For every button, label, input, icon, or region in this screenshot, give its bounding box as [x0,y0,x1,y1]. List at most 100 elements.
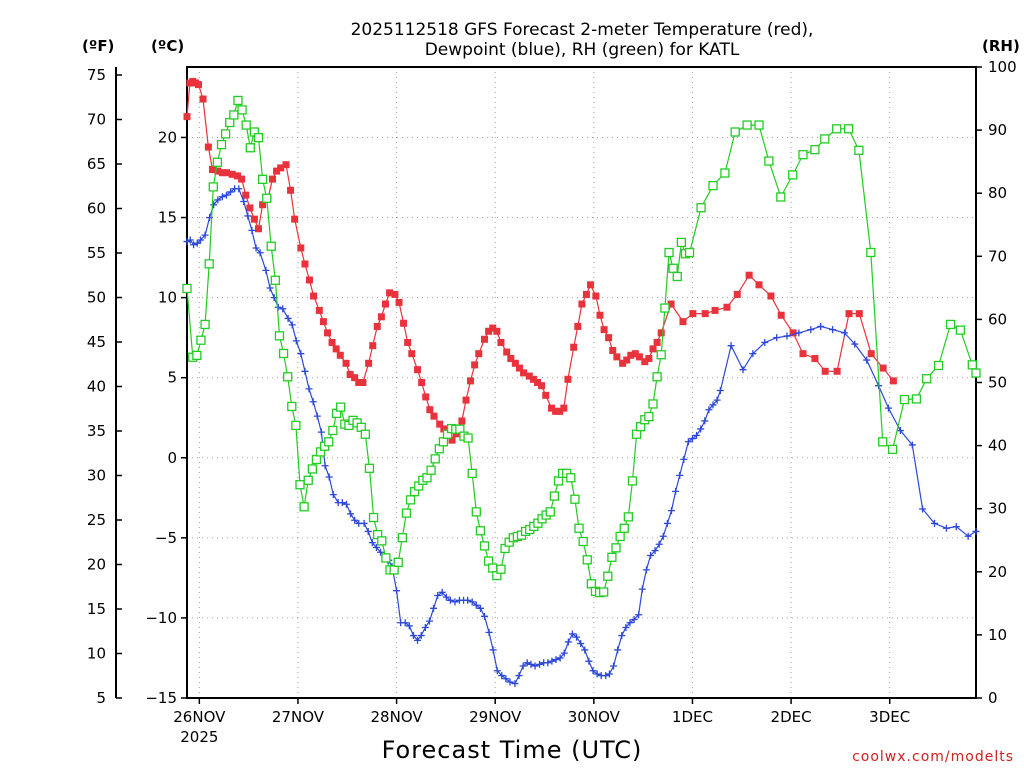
dewpoint-point [638,585,646,593]
fahrenheit-tick-label: 45 [87,333,106,351]
fahrenheit-tick-label: 50 [87,289,106,307]
rh-point [307,464,317,474]
2-meter-temperature-point [845,310,853,318]
rh-point [389,565,399,575]
2-meter-temperature-point [462,396,470,404]
dewpoint-point [266,284,274,292]
celsius-tick-label: 5 [167,369,177,387]
dewpoint-point [244,212,252,220]
dewpoint-point [693,431,701,439]
rh-point [603,571,613,581]
2-meter-temperature-point [242,191,250,199]
rh-point [216,139,227,150]
fahrenheit-tick-label: 60 [87,200,106,218]
2-meter-temperature-point [582,290,590,298]
dewpoint-point [262,266,270,274]
dewpoint-point [338,499,346,507]
dewpoint-point [301,367,309,375]
dewpoint-point [321,462,329,470]
dewpoint-point [342,500,350,508]
dewpoint-point [489,646,497,654]
dewpoint-point [727,342,735,350]
dewpoint-point [414,636,422,644]
2-meter-temperature-point [319,318,327,326]
2-meter-temperature-point [287,186,295,194]
rh-tick-label: 70 [988,247,1007,265]
credit-link[interactable]: coolwx.com/modelts [852,749,1014,765]
rh-point [196,335,206,345]
dewpoint-point [705,406,713,414]
rh-point [611,543,621,553]
dewpoint-point [421,624,429,632]
dewpoint-point [593,670,601,678]
rh-point [578,536,588,547]
dewpoint-point [210,201,218,209]
rh-tick-label: 40 [988,437,1007,455]
fahrenheit-tick-label: 40 [87,378,106,396]
rh-point [496,564,506,574]
2-meter-temperature-point [649,345,657,353]
dewpoint-point [672,487,680,495]
2-meter-temperature-point [291,215,299,223]
2-meter-temperature-point [538,382,546,390]
rh-point [887,444,898,455]
rh-point [798,150,808,160]
dewpoint-point [511,680,519,688]
rh-point [471,507,481,517]
rh-point [397,533,407,543]
dewpoint-point [248,226,256,234]
2-meter-temperature-point [234,172,242,180]
rh-tick-label: 30 [988,500,1007,518]
rh-point [708,180,718,191]
rh-point [336,402,346,412]
dewpoint-point [564,638,572,646]
rh-point [467,468,477,479]
dewpoint-point [409,632,417,640]
2-meter-temperature-point [404,338,412,346]
dewpoint-point [749,350,757,358]
2-meter-temperature-point [525,372,533,380]
dewpoint-point [817,322,825,330]
dewpoint-point [472,601,480,609]
rh-point [553,476,564,486]
rh-point [945,319,956,330]
2-meter-temperature-point [400,319,408,327]
dewpoint-point [214,196,222,204]
rh-point [270,275,281,285]
rh-tick-label: 90 [988,121,1007,139]
dewpoint-point [515,672,523,680]
2-meter-temperature-point [755,281,763,289]
2-meter-temperature-point [767,292,775,300]
2-meter-temperature-point [520,369,528,377]
dewpoint-point [284,314,292,322]
dewpoint-point [626,619,634,627]
2-meter-temperature-point [879,364,887,372]
dewpoint-point [560,649,568,657]
rh-point [233,95,243,106]
dewpoint-point [347,510,355,518]
rh-tick-label: 0 [988,689,998,707]
dewpoint-point [610,662,618,670]
dewpoint-point [519,662,527,670]
celsius-tick-label: 20 [158,128,177,146]
2-meter-temperature-point [529,375,537,383]
dewpoint-point [659,532,667,540]
rh-point [664,247,674,258]
celsius-tick-label: −15 [145,689,177,707]
2-meter-temperature-point [246,204,254,212]
2-meter-temperature-point [430,412,438,420]
2-meter-temperature-point [503,348,511,356]
dewpoint-point [197,236,205,244]
celsius-tick-label: −10 [145,609,177,627]
grid-layer [187,67,976,698]
2-meter-temperature-point [587,281,595,289]
rh-point [393,557,403,567]
2-meter-temperature-point [701,310,709,318]
rh-point [488,563,498,573]
2-meter-temperature-point [222,169,230,177]
2-meter-temperature-point [365,359,373,367]
x-tick-label: 27NOV [272,708,325,726]
dewpoint-point [279,305,287,313]
dewpoint-point [476,604,484,612]
dewpoint-point [647,551,655,559]
